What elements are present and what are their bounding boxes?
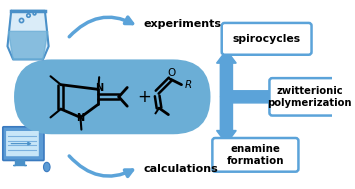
FancyBboxPatch shape [269,78,350,115]
FancyArrow shape [217,50,236,97]
Text: R: R [184,80,192,90]
Text: enamine
formation: enamine formation [226,144,284,166]
FancyArrowPatch shape [69,156,132,177]
Text: experiments: experiments [143,19,221,29]
FancyArrow shape [217,97,236,144]
FancyBboxPatch shape [6,131,39,156]
FancyArrow shape [226,87,292,107]
Polygon shape [7,11,49,59]
FancyArrow shape [13,160,26,165]
Polygon shape [9,31,48,59]
Text: spirocycles: spirocycles [233,34,301,44]
FancyBboxPatch shape [14,59,211,134]
FancyBboxPatch shape [212,138,299,172]
Ellipse shape [44,162,50,172]
Text: +: + [137,88,151,106]
FancyBboxPatch shape [3,127,44,160]
Text: O: O [167,67,175,77]
Text: N: N [95,83,103,93]
FancyBboxPatch shape [222,23,312,55]
Text: calculations: calculations [143,164,218,174]
Text: N: N [76,113,84,123]
Text: zwitterionic
polymerization: zwitterionic polymerization [267,86,352,108]
FancyArrowPatch shape [69,17,132,37]
